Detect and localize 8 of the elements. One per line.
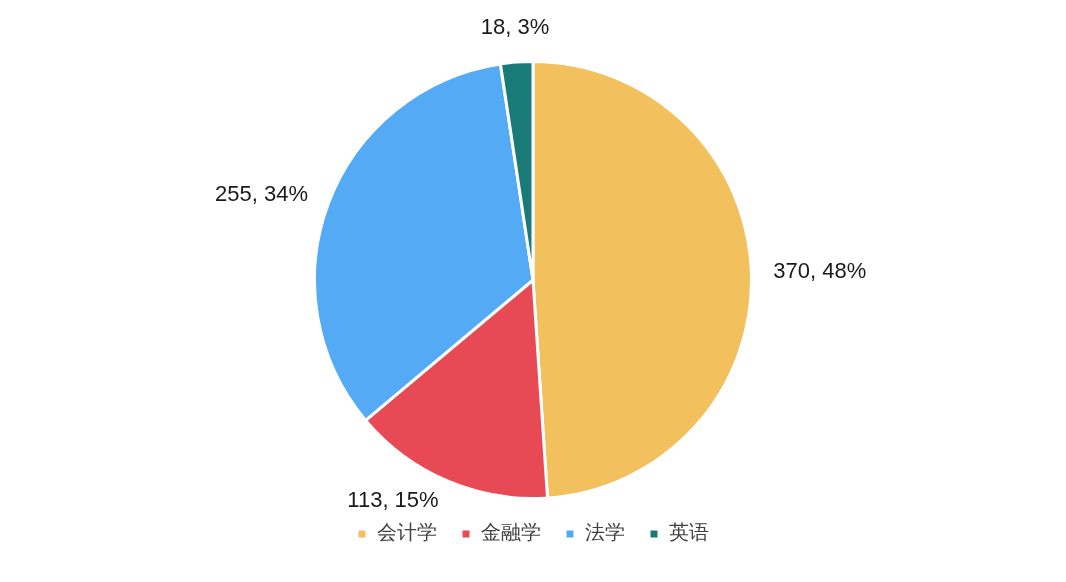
data-label: 18, 3% [480,14,550,40]
legend-label: 法学 [585,520,625,545]
data-label: 255, 34% [215,181,309,206]
legend-label: 英语 [669,520,709,545]
data-label: 113, 15% [347,487,439,513]
legend-label: 金融学 [481,520,541,545]
data-label: 370, 48% [773,258,867,284]
legend-label: 会计学 [377,520,437,545]
